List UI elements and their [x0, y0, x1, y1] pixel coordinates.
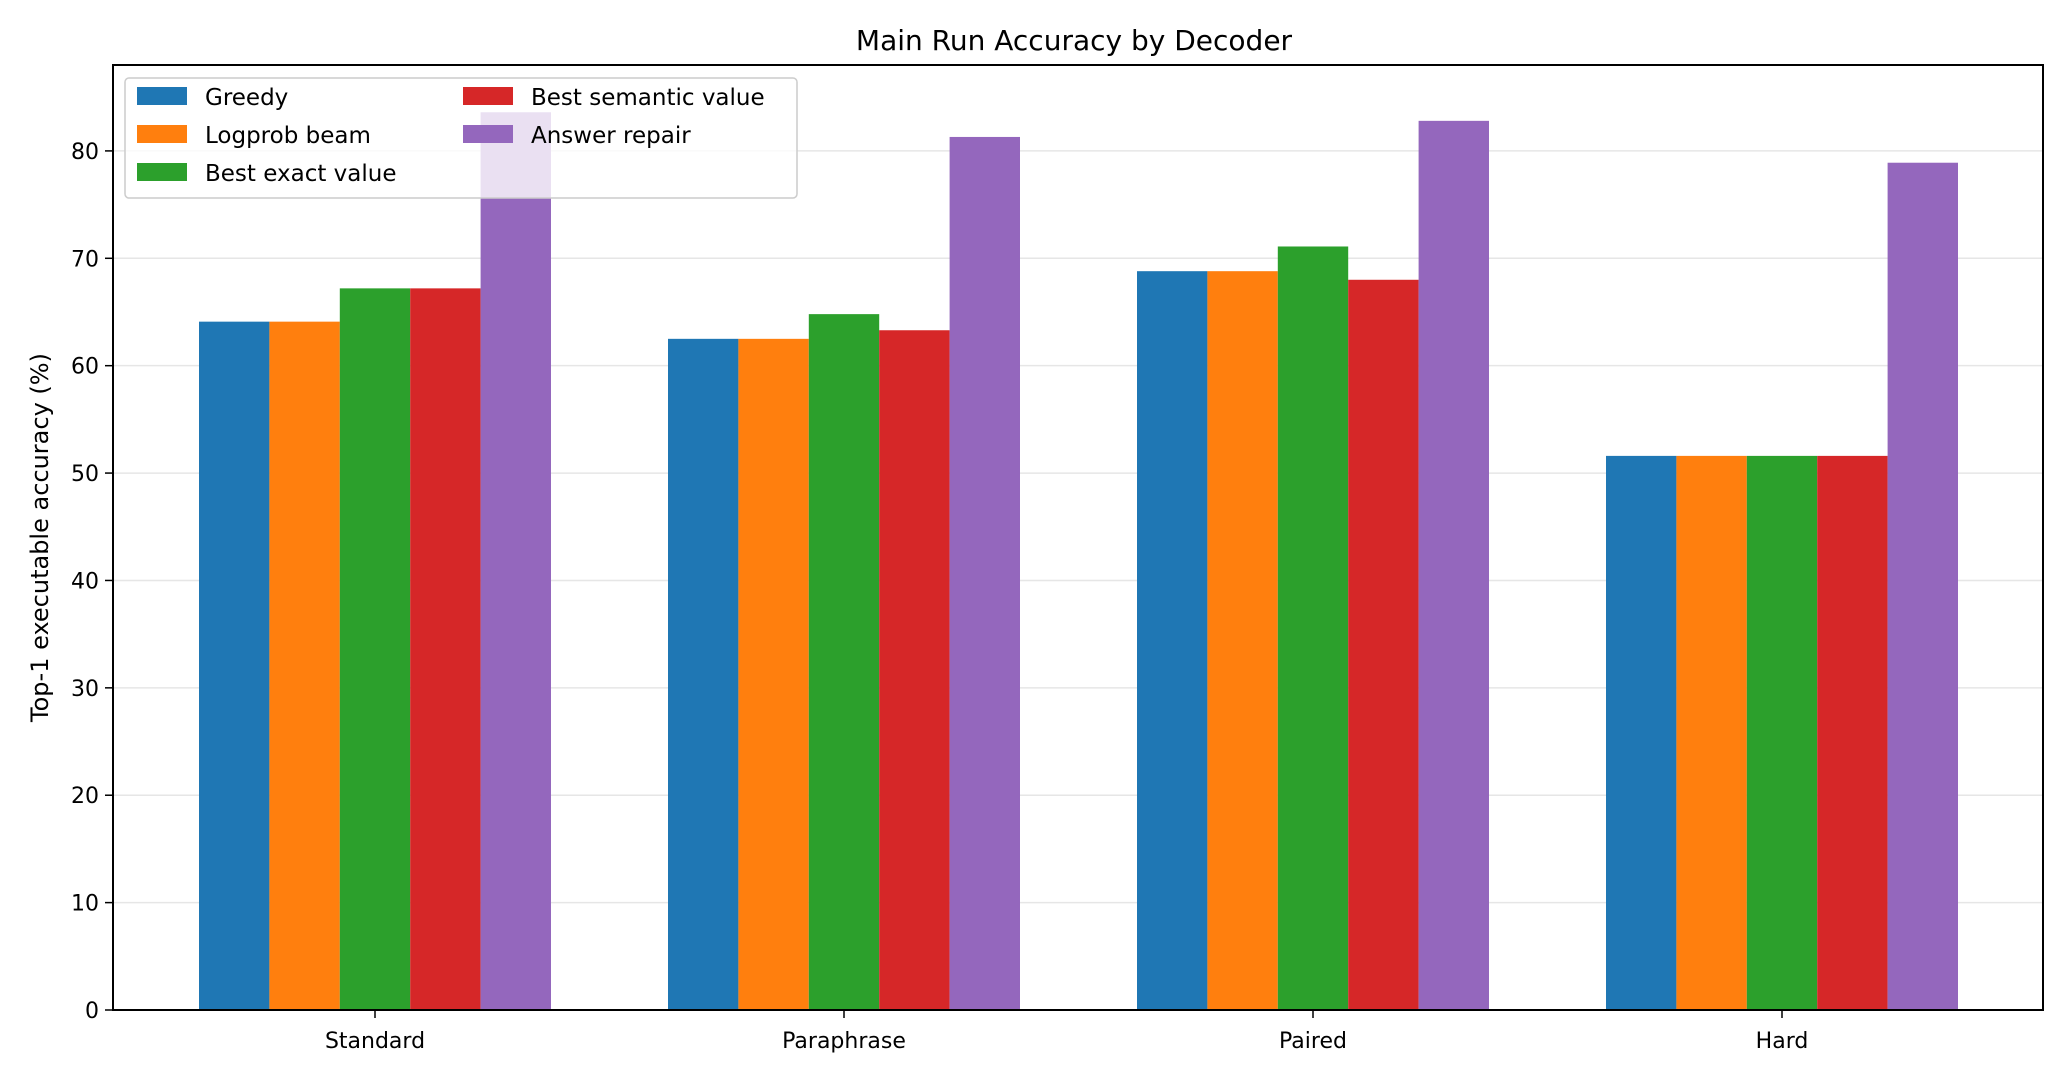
- x-tick-label: Hard: [1756, 1029, 1809, 1054]
- legend-label: Logprob beam: [205, 123, 371, 149]
- bar: [808, 314, 880, 1010]
- bar: [410, 288, 481, 1010]
- bars: [199, 112, 1958, 1011]
- legend: Greedy Logprob beam Best exact value Best s…: [124, 77, 798, 199]
- bar: [1418, 120, 1489, 1010]
- y-tick-label: 70: [71, 247, 99, 272]
- chart-title: Main Run Accuracy by Decoder: [856, 24, 1293, 57]
- bar: [339, 288, 411, 1010]
- y-tick-label: 60: [71, 355, 99, 380]
- bar: [668, 338, 739, 1011]
- legend-swatch: [137, 163, 187, 181]
- plot-frame: [112, 64, 2044, 1011]
- x-tick-label: Paraphrase: [782, 1029, 906, 1054]
- bar: [1137, 271, 1208, 1010]
- y-tick-label: 10: [71, 892, 99, 917]
- y-tick-label: 30: [71, 677, 99, 702]
- y-tick-label: 80: [71, 140, 99, 165]
- legend-label: Greedy: [205, 85, 288, 111]
- bar: [1676, 455, 1747, 1010]
- y-tick-label: 40: [71, 569, 99, 594]
- bar: [269, 321, 340, 1010]
- bar: [1746, 455, 1818, 1010]
- bar: [1207, 271, 1278, 1010]
- legend-label: Answer repair: [531, 123, 691, 149]
- bar: [1348, 279, 1419, 1011]
- bar: [1887, 162, 1958, 1011]
- legend-swatch: [137, 125, 187, 143]
- bar: [738, 338, 809, 1011]
- bar: [1277, 246, 1349, 1010]
- bar: [1817, 455, 1888, 1010]
- bar: [480, 112, 551, 1010]
- x-tick-label: Standard: [325, 1029, 425, 1054]
- legend-swatch: [137, 87, 187, 105]
- bar: [879, 330, 950, 1010]
- legend-label: Best semantic value: [531, 85, 765, 111]
- bar: [1606, 455, 1677, 1010]
- x-tick-label: Paired: [1279, 1029, 1347, 1054]
- legend-swatch: [463, 125, 513, 143]
- legend-box: [124, 77, 798, 199]
- axes: 0 10 20 30 40 50 60 70 80 Standard Paraphrase Paire…: [71, 140, 1808, 1054]
- y-tick-label: 50: [71, 462, 99, 487]
- legend-label: Best exact value: [205, 161, 397, 187]
- legend-swatch: [463, 87, 513, 105]
- y-tick-label: 0: [85, 999, 99, 1024]
- y-axis-title: Top-1 executable accuracy (%): [26, 353, 54, 723]
- bar: [949, 136, 1020, 1011]
- y-tick-label: 20: [71, 784, 99, 809]
- bar: [199, 321, 270, 1010]
